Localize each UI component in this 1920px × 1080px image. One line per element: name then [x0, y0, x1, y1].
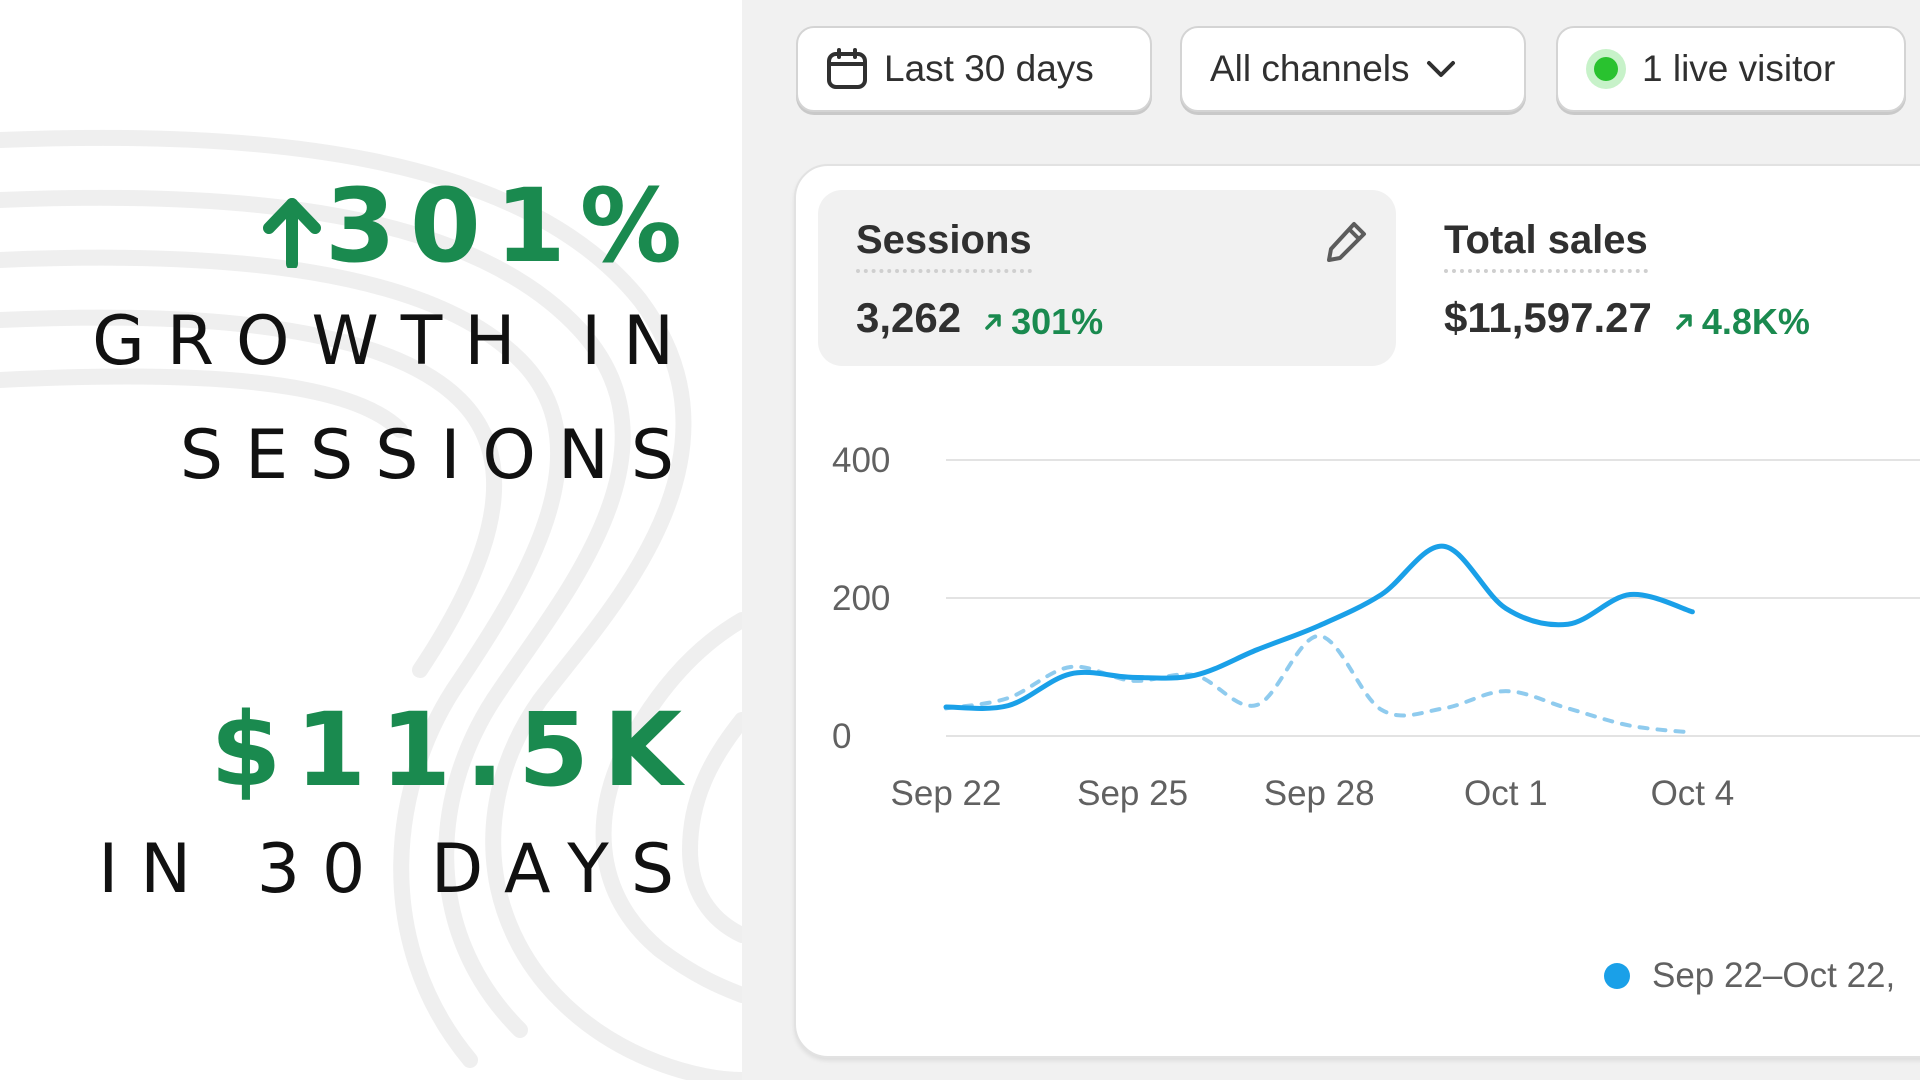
calendar-icon: [827, 48, 867, 89]
chevron-down-icon: [1426, 61, 1455, 77]
chart-legend: Sep 22–Oct 22,: [1604, 956, 1895, 996]
sessions-chart-card: Sessions 3,262 301% Total sales $11,597.…: [794, 164, 1920, 1058]
sales-caption: IN 30 DAYS: [98, 830, 696, 909]
promo-panel: 301% GROWTH IN SESSIONS $11.5K IN 30 DAY…: [0, 0, 742, 1080]
total-sales-change: 4.8K%: [1674, 301, 1810, 343]
pencil-icon[interactable]: [1324, 218, 1370, 264]
total-sales-change-value: 4.8K%: [1701, 301, 1810, 342]
metric-tab-total-sales[interactable]: Total sales $11,597.27 4.8K%: [1406, 190, 1906, 366]
sessions-label: Sessions: [856, 218, 1032, 273]
arrow-up-right-icon: [1676, 314, 1692, 330]
live-visitors-label: 1 live visitor: [1642, 48, 1836, 89]
sessions-value-row: 3,262 301%: [856, 294, 1103, 343]
metric-tab-sessions[interactable]: Sessions 3,262 301%: [818, 190, 1396, 366]
sales-headline: $11.5K: [210, 691, 696, 810]
x-tick-label: Oct 1: [1464, 774, 1548, 813]
live-visitors-button[interactable]: 1 live visitor: [1556, 26, 1906, 112]
y-tick-label: 0: [832, 717, 851, 756]
date-range-label: Last 30 days: [884, 48, 1094, 89]
y-tick-label: 200: [832, 579, 890, 618]
sessions-change-value: 301%: [1011, 301, 1104, 342]
legend-label: Sep 22–Oct 22,: [1652, 956, 1896, 995]
sales-stat: $11.5K IN 30 DAYS: [98, 700, 696, 920]
live-status-dot-icon: [1586, 49, 1626, 89]
total-sales-value: $11,597.27: [1444, 294, 1652, 341]
total-sales-value-row: $11,597.27 4.8K%: [1444, 294, 1810, 343]
growth-percentage: 301%: [324, 167, 696, 286]
x-tick-label: Oct 4: [1651, 774, 1735, 813]
sessions-change: 301%: [983, 301, 1103, 343]
channels-label: All channels: [1210, 48, 1410, 89]
legend-marker-icon: [1604, 963, 1630, 989]
current-series-line: [943, 543, 1695, 711]
growth-caption-line1: GROWTH IN: [92, 302, 696, 381]
comparison-series-line: [944, 633, 1695, 735]
date-range-button[interactable]: Last 30 days: [796, 26, 1152, 112]
sessions-line-chart: 400 200 0 Sep 22 Sep 25 Sep 28 Oct 1 Oct 4: [832, 441, 1920, 813]
total-sales-label: Total sales: [1444, 218, 1648, 273]
arrow-up-right-icon: [985, 314, 1001, 330]
x-tick-label: Sep 25: [1077, 774, 1188, 813]
analytics-dashboard: Last 30 days All channels 1 live visitor…: [742, 0, 1920, 1080]
sessions-growth-stat: 301% GROWTH IN SESSIONS: [92, 176, 696, 506]
channels-dropdown[interactable]: All channels: [1180, 26, 1526, 112]
sessions-value: 3,262: [856, 294, 962, 341]
growth-caption-line2: SESSIONS: [179, 416, 696, 495]
growth-headline: 301%: [92, 176, 696, 278]
arrow-up-icon: [262, 198, 321, 269]
x-tick-label: Sep 28: [1264, 774, 1375, 813]
x-tick-label: Sep 22: [891, 774, 1002, 813]
y-tick-label: 400: [832, 441, 890, 480]
